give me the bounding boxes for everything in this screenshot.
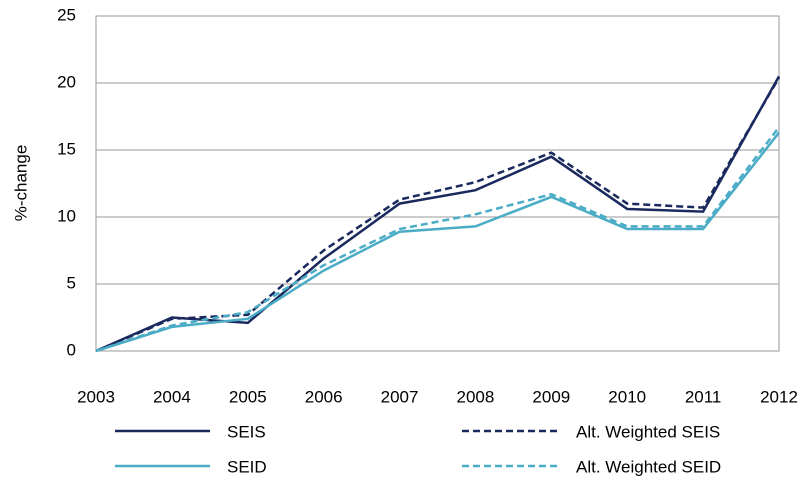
series-line xyxy=(95,75,781,353)
series-line xyxy=(95,126,780,353)
legend-label: SEID xyxy=(227,457,267,476)
legend-label: Alt. Weighted SEIS xyxy=(576,422,720,441)
x-tick-label: 2008 xyxy=(457,387,495,406)
plot-border xyxy=(95,15,780,352)
x-tick-label: 2011 xyxy=(685,387,722,406)
y-tick-label: 10 xyxy=(57,206,76,225)
x-tick-label: 2012 xyxy=(760,387,798,406)
series-line xyxy=(95,131,780,353)
y-axis-label: %-change xyxy=(11,145,30,222)
legend-label: SEIS xyxy=(227,422,266,441)
y-tick-label: 25 xyxy=(57,5,76,24)
x-tick-label: 2006 xyxy=(305,387,343,406)
y-tick-label: 15 xyxy=(57,139,76,158)
x-tick-label: 2005 xyxy=(229,387,267,406)
legend-label: Alt. Weighted SEID xyxy=(576,457,721,476)
x-tick-label: 2003 xyxy=(77,387,115,406)
series-line xyxy=(95,77,781,353)
x-tick-label: 2010 xyxy=(608,387,646,406)
y-tick-label: 0 xyxy=(67,340,76,359)
x-tick-label: 2009 xyxy=(532,387,570,406)
x-tick-label: 2004 xyxy=(153,387,191,406)
y-tick-label: 20 xyxy=(57,72,76,91)
x-tick-label: 2007 xyxy=(381,387,419,406)
y-tick-label: 5 xyxy=(67,273,76,292)
